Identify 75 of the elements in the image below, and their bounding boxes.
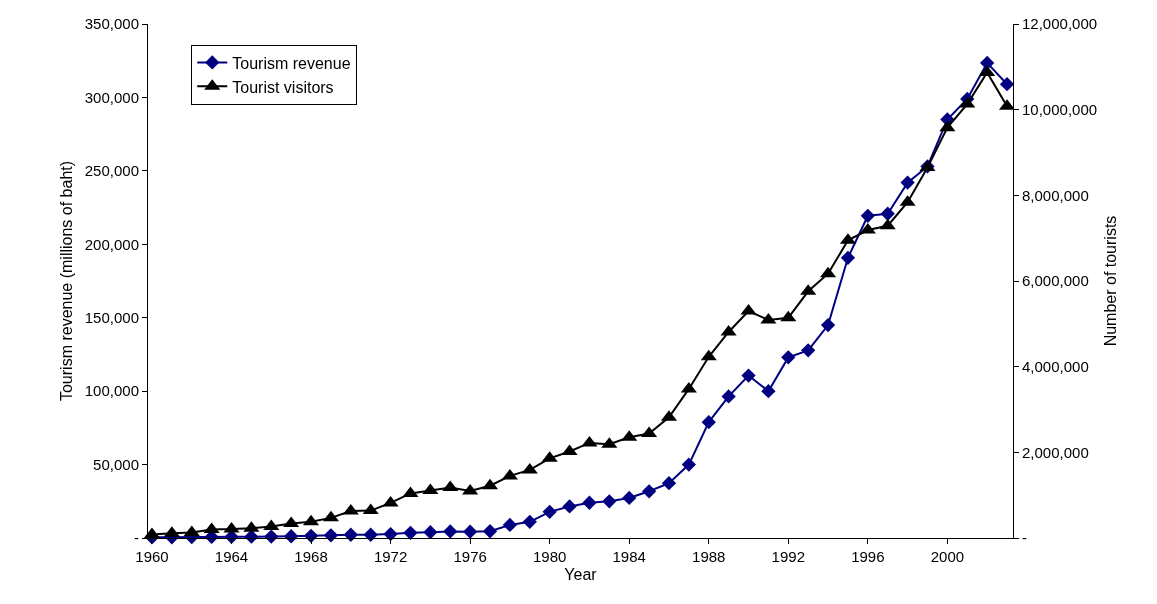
point: [700, 349, 717, 361]
x-tick-label: 1996: [851, 548, 885, 565]
x-tick-label: 1992: [771, 548, 805, 565]
point: [581, 435, 598, 447]
point: [521, 462, 538, 474]
y2-tick-label: 12,000,000: [1022, 15, 1098, 33]
point: [562, 499, 577, 514]
point: [840, 250, 856, 265]
point: [999, 77, 1015, 92]
point: [801, 343, 816, 358]
point: [423, 524, 438, 540]
point: [462, 483, 479, 495]
point: [443, 524, 458, 539]
y-tick-label: 50,000: [93, 455, 139, 473]
point: [860, 208, 875, 223]
point: [522, 514, 537, 529]
point: [721, 389, 736, 404]
y-tick-label: 350,000: [84, 15, 139, 33]
y-tick-label: 300,000: [84, 88, 139, 106]
point: [403, 525, 418, 541]
point: [363, 527, 378, 542]
point: [661, 476, 677, 491]
point: [879, 218, 896, 230]
point: [602, 494, 617, 509]
point: [482, 524, 498, 539]
y-tick-label: 100,000: [84, 382, 139, 400]
point: [939, 120, 956, 132]
y-tick-label: 200,000: [84, 235, 139, 253]
y2-tick-label: 10,000,000: [1022, 100, 1098, 118]
y2-tick-label: -: [1022, 529, 1027, 547]
point: [382, 495, 399, 507]
y-axis-title: Tourism revenue (millions of baht): [57, 160, 75, 402]
point: [582, 495, 597, 510]
point: [622, 490, 637, 506]
y2-tick-label: 2,000,000: [1022, 443, 1089, 461]
point: [880, 206, 895, 221]
point: [343, 527, 358, 542]
point: [701, 414, 716, 430]
point: [820, 317, 836, 333]
point: [680, 381, 697, 393]
point: [741, 368, 756, 383]
point: [284, 529, 299, 544]
x-tick-label: 1972: [373, 548, 408, 565]
x-axis-title: Year: [564, 565, 598, 583]
x-tick-label: 1964: [214, 548, 249, 565]
point: [780, 310, 797, 322]
legend-label: Tourist visitors: [232, 78, 334, 96]
y2-axis-title: Number of tourists: [1101, 215, 1119, 347]
x-tick-label: 1980: [532, 548, 567, 565]
y2-tick-label: 4,000,000: [1022, 357, 1089, 375]
point: [501, 468, 518, 480]
point: [760, 312, 777, 324]
point: [720, 324, 737, 336]
x-tick-label: 1976: [453, 548, 487, 565]
x-tick-label: 1988: [692, 548, 726, 565]
x-tick-label: 1960: [135, 548, 169, 565]
point: [641, 484, 657, 499]
x-tick-label: 1984: [612, 548, 646, 565]
point: [900, 175, 915, 190]
y2-tick-label: 6,000,000: [1022, 272, 1089, 290]
point: [761, 383, 776, 399]
x-tick-label: 2000: [930, 548, 965, 565]
y2-tick-label: 8,000,000: [1022, 186, 1089, 204]
y-tick-label: 150,000: [84, 308, 139, 326]
point: [502, 517, 518, 533]
x-tick-label: 1968: [294, 548, 328, 565]
point: [542, 504, 557, 520]
legend-label: Tourism revenue: [232, 54, 351, 72]
y-tick-label: 250,000: [84, 162, 139, 180]
point: [740, 303, 757, 315]
point: [462, 524, 478, 539]
y-tick-label: -: [134, 529, 139, 547]
point: [681, 457, 697, 472]
point: [781, 350, 796, 365]
point: [362, 503, 379, 515]
